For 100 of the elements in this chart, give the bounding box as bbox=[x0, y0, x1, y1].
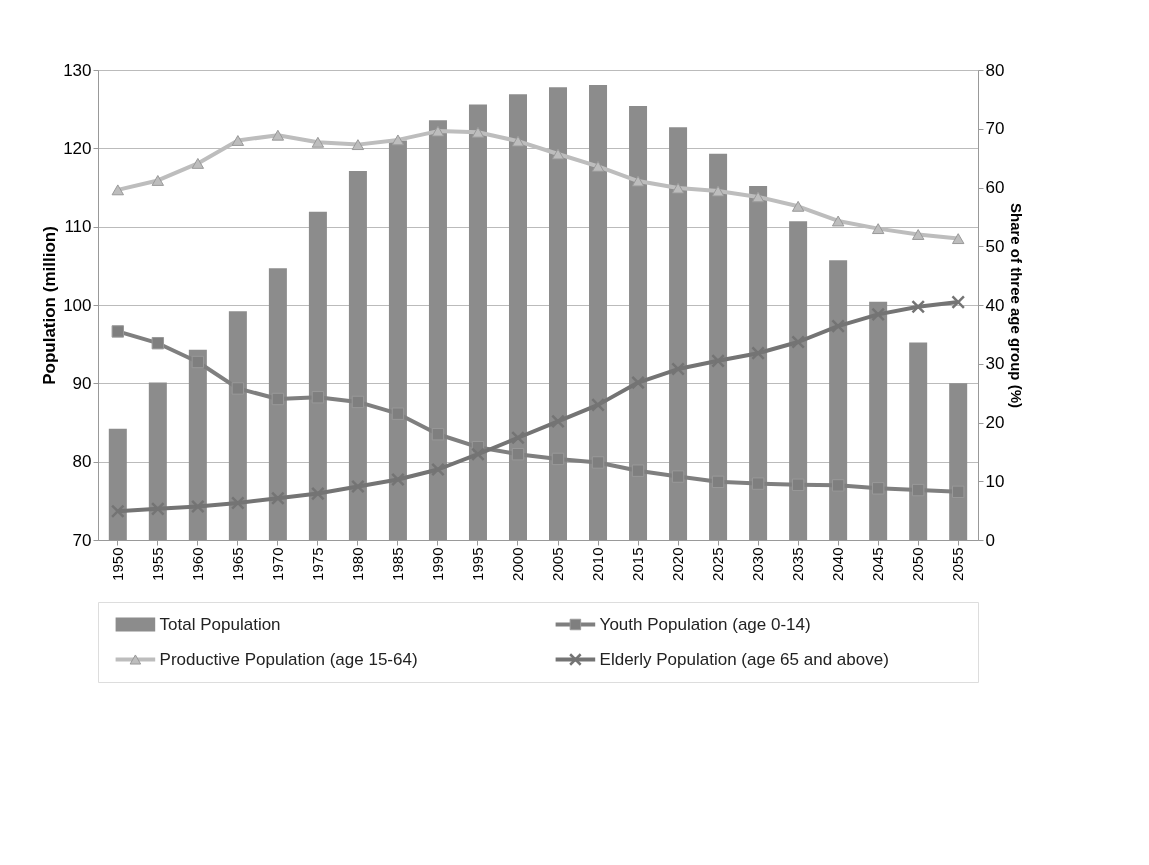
point bbox=[791, 335, 806, 349]
point bbox=[191, 355, 205, 369]
point bbox=[791, 478, 805, 491]
point bbox=[471, 126, 485, 138]
point bbox=[511, 430, 525, 445]
point bbox=[151, 336, 165, 350]
point bbox=[111, 325, 125, 338]
x-tick-label: 2025 bbox=[709, 547, 727, 581]
legend-label: Productive Population (age 15-64) bbox=[159, 649, 418, 669]
x-tick-label: 2020 bbox=[669, 547, 687, 581]
y2-tick-label: 0 bbox=[985, 530, 995, 550]
x-tick-label: 2055 bbox=[949, 547, 967, 581]
point bbox=[231, 135, 245, 146]
point bbox=[431, 462, 445, 477]
point bbox=[831, 479, 845, 492]
y-axis-title: Population (million) bbox=[40, 226, 60, 385]
point bbox=[911, 483, 925, 497]
x-tick-label: 2035 bbox=[789, 547, 807, 581]
point bbox=[311, 391, 325, 404]
y2-tick-label: 70 bbox=[985, 119, 1005, 139]
y2-tick-label: 10 bbox=[985, 471, 1005, 491]
point bbox=[511, 448, 525, 461]
point bbox=[671, 362, 686, 376]
y-tick-label: 80 bbox=[72, 452, 92, 472]
y2-tick-label: 30 bbox=[985, 354, 1005, 374]
point bbox=[951, 295, 966, 310]
point bbox=[831, 319, 846, 334]
legend-label: Elderly Population (age 65 and above) bbox=[599, 649, 889, 669]
point bbox=[511, 135, 525, 147]
point bbox=[150, 501, 165, 516]
x-tick-label: 1990 bbox=[428, 547, 446, 581]
point bbox=[231, 382, 245, 395]
point bbox=[271, 392, 285, 406]
point bbox=[871, 482, 885, 495]
y2-tick-label: 40 bbox=[985, 295, 1005, 315]
point bbox=[190, 499, 205, 514]
point bbox=[671, 182, 685, 194]
x-tick-label: 2010 bbox=[589, 547, 607, 581]
point bbox=[111, 184, 125, 196]
x-tick-label: 1960 bbox=[188, 547, 206, 581]
point bbox=[350, 479, 365, 494]
point bbox=[631, 375, 645, 390]
x-tick-label: 1950 bbox=[108, 547, 126, 581]
point bbox=[391, 134, 405, 146]
point bbox=[911, 299, 926, 314]
x-tick-label: 1965 bbox=[228, 547, 246, 581]
y2-tick-label: 80 bbox=[985, 60, 1005, 80]
y2-tick-label: 60 bbox=[985, 178, 1005, 197]
y-tick-label: 120 bbox=[63, 138, 92, 158]
point bbox=[390, 472, 405, 487]
x-tick-label: 2015 bbox=[629, 547, 647, 581]
point bbox=[591, 160, 605, 172]
y2-axis-title: Share of three age group (%) bbox=[1008, 202, 1026, 409]
y-tick-label: 90 bbox=[72, 373, 92, 393]
x-tick-label: 1980 bbox=[348, 547, 366, 581]
y2-tick-label: 20 bbox=[985, 413, 1005, 432]
x-tick-label: 1970 bbox=[268, 547, 286, 581]
legend-label: Youth Population (age 0-14) bbox=[599, 614, 811, 634]
x-tick-label: 2005 bbox=[549, 547, 567, 581]
point bbox=[311, 136, 325, 148]
point bbox=[151, 175, 165, 186]
x-tick-label: 1995 bbox=[468, 547, 486, 581]
point bbox=[871, 307, 886, 322]
point bbox=[191, 157, 205, 169]
point bbox=[551, 148, 565, 160]
point bbox=[270, 491, 285, 506]
point bbox=[751, 191, 765, 203]
point bbox=[431, 125, 445, 137]
point bbox=[751, 346, 766, 361]
legend-label: Total Population bbox=[159, 614, 281, 634]
point bbox=[871, 223, 885, 235]
point bbox=[230, 496, 245, 510]
point bbox=[310, 486, 325, 501]
point bbox=[711, 353, 726, 368]
point bbox=[951, 485, 965, 499]
point bbox=[711, 475, 725, 489]
point bbox=[110, 504, 125, 519]
point bbox=[951, 233, 965, 245]
y-tick-label: 100 bbox=[63, 295, 92, 315]
x-tick-label: 2040 bbox=[829, 547, 847, 581]
point bbox=[831, 215, 845, 227]
x-tick-label: 2030 bbox=[749, 547, 767, 581]
point bbox=[431, 428, 445, 441]
x-tick-label: 2050 bbox=[909, 547, 927, 581]
x-tick-label: 2000 bbox=[508, 547, 526, 581]
x-tick-label: 1975 bbox=[308, 547, 326, 581]
point bbox=[711, 185, 725, 197]
point bbox=[671, 470, 685, 483]
x-tick-label: 1985 bbox=[388, 547, 406, 581]
point bbox=[791, 200, 805, 212]
point bbox=[271, 129, 285, 141]
point bbox=[911, 229, 925, 240]
y2-tick-label: 50 bbox=[985, 236, 1005, 256]
y-tick-label: 70 bbox=[72, 530, 92, 550]
point bbox=[351, 139, 365, 151]
y-tick-label: 110 bbox=[64, 217, 92, 237]
x-tick-label: 1955 bbox=[148, 547, 166, 581]
point bbox=[551, 414, 565, 429]
y-tick-label: 130 bbox=[63, 60, 92, 80]
point bbox=[631, 175, 645, 187]
